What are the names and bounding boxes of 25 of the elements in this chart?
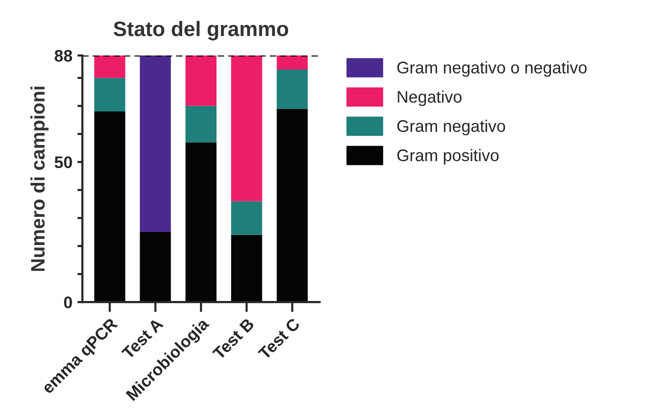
bar bbox=[140, 55, 171, 232]
bar bbox=[231, 201, 262, 235]
bar bbox=[185, 55, 217, 106]
bar bbox=[231, 234, 262, 302]
bar bbox=[231, 55, 262, 202]
y-axis-title: Numero di campioni bbox=[30, 86, 49, 271]
y-tick-label: 50 bbox=[54, 156, 72, 168]
y-tick-label: 0 bbox=[64, 296, 72, 308]
legend-label: Gram positivo bbox=[397, 148, 499, 165]
legend-label: Gram negativo bbox=[397, 120, 506, 136]
bar bbox=[94, 112, 126, 302]
x-tick-label: Test B bbox=[212, 318, 255, 360]
bar bbox=[185, 106, 217, 142]
legend-label: Gram negativo o negativo bbox=[397, 61, 587, 77]
bar bbox=[276, 69, 308, 109]
bar bbox=[185, 142, 217, 302]
bar bbox=[276, 55, 308, 70]
bar bbox=[94, 55, 126, 78]
bar bbox=[276, 108, 308, 302]
x-tick-label: Test C bbox=[258, 317, 301, 360]
bar bbox=[94, 78, 126, 112]
legend-label: Negativo bbox=[398, 90, 462, 106]
bar bbox=[140, 232, 171, 302]
y-tick-label: 88 bbox=[54, 50, 72, 62]
chart-title: Stato del grammo bbox=[114, 20, 288, 40]
